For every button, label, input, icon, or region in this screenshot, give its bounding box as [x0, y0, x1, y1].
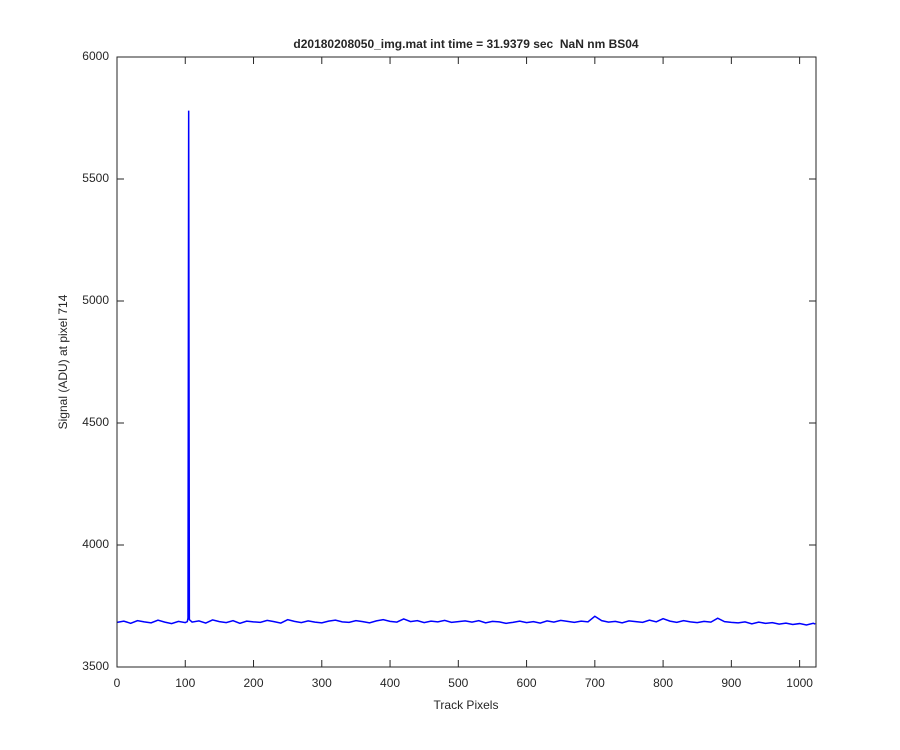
x-tick-label: 100 — [175, 676, 195, 690]
x-tick-label: 200 — [244, 676, 264, 690]
y-tick-label: 5000 — [82, 293, 109, 307]
chart-title: d20180208050_img.mat int time = 31.9379 … — [293, 37, 639, 51]
x-tick-label: 400 — [380, 676, 400, 690]
x-tick-label: 800 — [653, 676, 673, 690]
y-tick-label: 5500 — [82, 171, 109, 185]
x-tick-label: 0 — [114, 676, 121, 690]
x-tick-label: 300 — [312, 676, 332, 690]
x-axis-label: Track Pixels — [434, 698, 499, 712]
data-line — [116, 110, 816, 626]
y-tick-label: 3500 — [82, 659, 109, 673]
y-tick-label: 4500 — [82, 415, 109, 429]
x-tick-label: 700 — [585, 676, 605, 690]
y-axis-label: Signal (ADU) at pixel 714 — [56, 294, 70, 429]
x-tick-label: 1000 — [786, 676, 813, 690]
x-tick-label: 600 — [517, 676, 537, 690]
x-tick-label: 900 — [721, 676, 741, 690]
y-tick-label: 6000 — [82, 49, 109, 63]
axes-box — [116, 56, 817, 668]
y-tick-label: 4000 — [82, 537, 109, 551]
x-tick-label: 500 — [448, 676, 468, 690]
